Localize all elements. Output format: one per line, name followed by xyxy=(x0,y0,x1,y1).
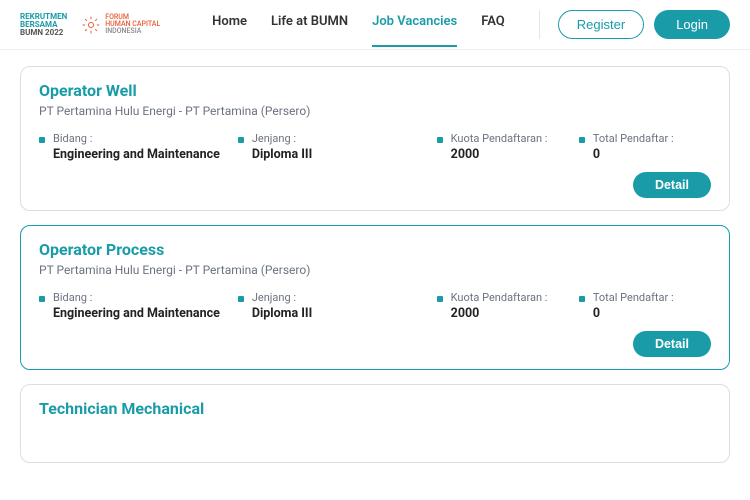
job-title: Operator Well xyxy=(39,81,711,100)
field-bidang-label: Bidang : xyxy=(53,291,220,304)
job-title: Operator Process xyxy=(39,240,711,259)
field-jenjang-value: Diploma III xyxy=(252,147,312,162)
nav-life-at-bumn[interactable]: Life at BUMN xyxy=(271,14,348,47)
bullet-icon xyxy=(39,137,45,143)
bullet-icon xyxy=(437,137,443,143)
register-button[interactable]: Register xyxy=(558,10,644,39)
field-bidang-value: Engineering and Maintenance xyxy=(53,147,220,162)
bullet-icon xyxy=(579,137,585,143)
field-bidang-value: Engineering and Maintenance xyxy=(53,306,220,321)
job-company: PT Pertamina Hulu Energi - PT Pertamina … xyxy=(39,104,711,118)
header: REKRUTMEN BERSAMA BUMN 2022 FORUM HUMAN … xyxy=(0,0,750,50)
detail-button[interactable]: Detail xyxy=(633,172,711,198)
field-kuota-value: 2000 xyxy=(451,306,548,321)
field-jenjang-value: Diploma III xyxy=(252,306,312,321)
field-total-value: 0 xyxy=(593,306,674,321)
field-kuota-label: Kuota Pendaftaran : xyxy=(451,132,548,145)
field-kuota-label: Kuota Pendaftaran : xyxy=(451,291,548,304)
field-total-label: Total Pendaftar : xyxy=(593,132,674,145)
bullet-icon xyxy=(238,137,244,143)
login-button[interactable]: Login xyxy=(654,10,730,39)
job-list: Operator Well PT Pertamina Hulu Energi -… xyxy=(0,50,750,463)
job-card: Technician Mechanical xyxy=(20,384,730,463)
job-fields: Bidang : Engineering and Maintenance Jenj… xyxy=(39,291,711,321)
nav-faq[interactable]: FAQ xyxy=(481,14,505,47)
sun-icon xyxy=(81,14,101,36)
nav-job-vacancies[interactable]: Job Vacancies xyxy=(372,14,457,47)
job-card: Operator Process PT Pertamina Hulu Energ… xyxy=(20,225,730,370)
main-nav: Home Life at BUMN Job Vacancies FAQ xyxy=(212,14,505,36)
field-kuota-value: 2000 xyxy=(451,147,548,162)
field-bidang-label: Bidang : xyxy=(53,132,220,145)
bullet-icon xyxy=(579,296,585,302)
field-total-label: Total Pendaftar : xyxy=(593,291,674,304)
logo-fhci: FORUM HUMAN CAPITAL INDONESIA xyxy=(81,14,160,36)
logo-rekrutmen: REKRUTMEN BERSAMA BUMN 2022 xyxy=(20,13,67,37)
field-jenjang-label: Jenjang : xyxy=(252,291,312,304)
bullet-icon xyxy=(238,296,244,302)
bullet-icon xyxy=(39,296,45,302)
bullet-icon xyxy=(437,296,443,302)
job-card: Operator Well PT Pertamina Hulu Energi -… xyxy=(20,66,730,211)
field-total-value: 0 xyxy=(593,147,674,162)
nav-home[interactable]: Home xyxy=(212,14,247,47)
job-company: PT Pertamina Hulu Energi - PT Pertamina … xyxy=(39,263,711,277)
job-title: Technician Mechanical xyxy=(39,399,711,418)
field-jenjang-label: Jenjang : xyxy=(252,132,312,145)
detail-button[interactable]: Detail xyxy=(633,331,711,357)
auth-controls: Register Login xyxy=(539,10,730,39)
job-fields: Bidang : Engineering and Maintenance Jenj… xyxy=(39,132,711,162)
